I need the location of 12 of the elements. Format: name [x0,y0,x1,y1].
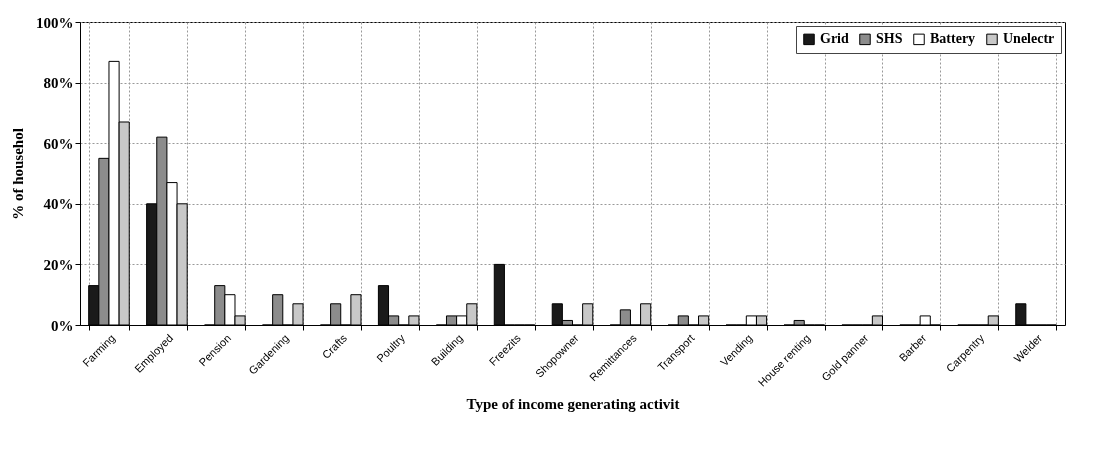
y-tick-label: 20% [43,256,74,273]
legend-label: SHS [876,31,903,47]
y-tick-label: 40% [43,196,74,213]
legend-label: Battery [930,31,976,47]
y-tick-label: 100% [36,14,74,31]
y-axis-title: % of househol [10,128,26,220]
legend-label: Grid [820,31,849,47]
y-tick-label: 60% [43,135,74,152]
legend-label: Unelectr [1003,31,1055,47]
y-tick-label: 0% [51,317,74,334]
x-axis-title: Type of income generating activit [466,395,680,412]
y-tick-label: 80% [43,75,74,92]
